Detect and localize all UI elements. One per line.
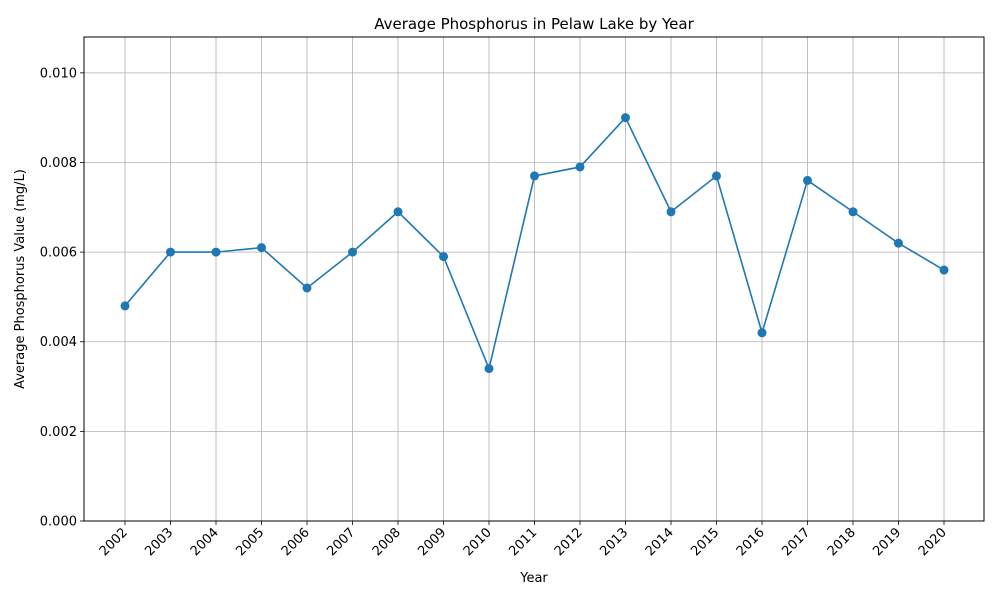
x-tick-label: 2002: [97, 525, 131, 559]
y-tick-label: 0.008: [40, 156, 77, 171]
x-tick-label: 2016: [734, 525, 768, 559]
data-point: [894, 238, 903, 248]
data-point: [302, 283, 312, 293]
y-tick-label: 0.006: [40, 246, 77, 261]
data-point: [348, 247, 357, 257]
data-point: [575, 162, 585, 172]
data-point: [166, 247, 175, 257]
data-point: [530, 171, 539, 181]
x-tick-label: 2011: [506, 525, 540, 559]
x-tick-label: 2004: [188, 525, 222, 559]
x-tick-label: 2009: [415, 525, 449, 559]
y-axis-label: Average Phosphorus Value (mg/L): [13, 169, 28, 389]
chart-title: Average Phosphorus in Pelaw Lake by Year: [374, 15, 694, 33]
data-point: [621, 113, 630, 123]
x-tick-label: 2005: [233, 525, 267, 559]
x-tick-label: 2008: [370, 525, 404, 559]
data-point: [120, 301, 130, 311]
data-point: [712, 171, 721, 181]
grid: [84, 37, 984, 522]
y-tick-label: 0.010: [40, 66, 77, 81]
y-tick-label: 0.002: [40, 425, 77, 440]
data-point: [439, 252, 448, 262]
x-tick-label: 2007: [324, 525, 358, 559]
data-point: [666, 207, 676, 217]
data-point: [211, 247, 221, 257]
data-point: [484, 364, 494, 374]
x-tick-label: 2014: [643, 525, 677, 559]
x-tick-label: 2003: [142, 525, 176, 559]
axes: 0.000 0.002 0.004 0.006 0.008 0.010 2002 2003 20…: [40, 66, 950, 559]
x-tick-label: 2019: [870, 525, 904, 559]
x-tick-label: 2015: [688, 525, 722, 559]
data-point: [257, 243, 266, 253]
data-point: [803, 175, 812, 185]
y-tick-label: 0.004: [40, 335, 77, 350]
x-tick-label: 2012: [552, 525, 586, 559]
data-point: [848, 207, 858, 217]
plot-frame: [83, 36, 985, 522]
x-tick-label: 2018: [825, 525, 859, 559]
data-point: [757, 328, 767, 338]
x-tick-label: 2010: [461, 525, 495, 559]
data-point: [393, 207, 403, 217]
x-tick-label: 2013: [597, 525, 631, 559]
x-axis-label: Year: [519, 571, 548, 586]
series-phosphorus: [120, 113, 949, 374]
x-tick-label: 2020: [916, 525, 950, 559]
x-tick-label: 2006: [279, 525, 313, 559]
data-point: [939, 265, 949, 275]
x-tick-label: 2017: [779, 525, 813, 559]
y-tick-label: 0.000: [40, 515, 77, 530]
